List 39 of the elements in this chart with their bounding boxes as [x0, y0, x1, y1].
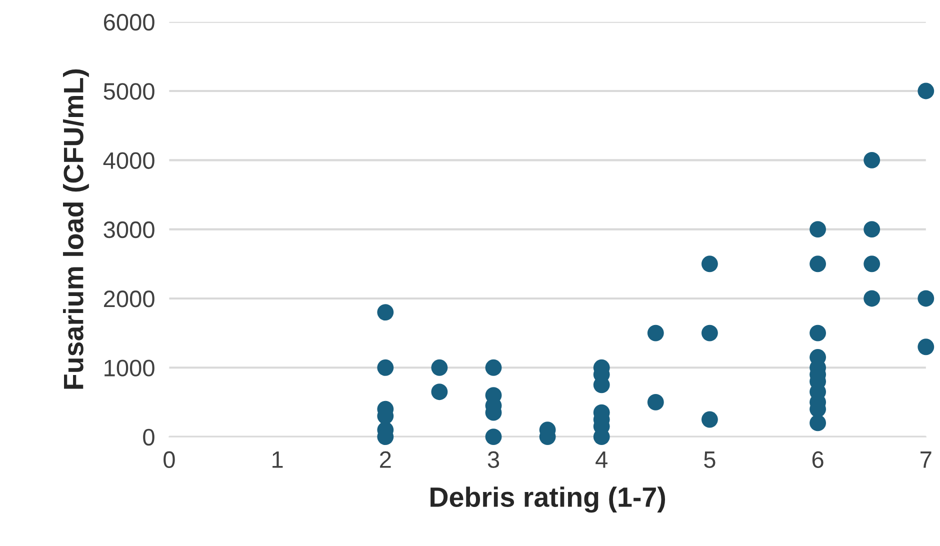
point: [864, 221, 880, 238]
point: [377, 359, 394, 376]
point: [647, 324, 664, 342]
y-tick-label: 4000: [103, 152, 154, 169]
point: [701, 256, 718, 272]
y-tick-label: 3000: [104, 221, 154, 238]
point: [377, 304, 394, 321]
point: [810, 324, 826, 342]
x-tick-label: 4: [596, 452, 608, 468]
point: [864, 152, 880, 168]
y-tick-label: 0: [143, 428, 154, 446]
y-tick-label: 2000: [104, 290, 154, 308]
x-tick-label: 1: [272, 452, 283, 468]
x-tick-label: 3: [488, 451, 500, 468]
x-tick-label: 6: [812, 451, 824, 468]
point: [918, 290, 934, 307]
y-tick-label: 1000: [104, 360, 154, 376]
point: [918, 338, 934, 356]
point: [918, 82, 934, 100]
y-tick-label: 5000: [104, 83, 154, 100]
x-tick-label: 5: [704, 452, 716, 468]
point: [810, 414, 826, 432]
x-axis-title: Debris rating (1-7): [430, 486, 666, 513]
y-axis-title: Fusarium load (CFU/mL): [63, 69, 89, 389]
point: [810, 256, 826, 272]
x-tick-label: 2: [380, 451, 391, 468]
point: [864, 290, 880, 307]
point: [701, 411, 718, 428]
point: [485, 359, 502, 376]
point: [864, 256, 880, 272]
point: [701, 324, 718, 342]
x-tick-label: 0: [164, 451, 175, 468]
x-tick-label: 7: [920, 452, 932, 468]
point: [810, 221, 826, 238]
point: [431, 359, 448, 376]
point: [647, 394, 664, 410]
y-tick-label: 6000: [104, 14, 154, 31]
point: [485, 428, 502, 446]
point: [431, 384, 448, 400]
